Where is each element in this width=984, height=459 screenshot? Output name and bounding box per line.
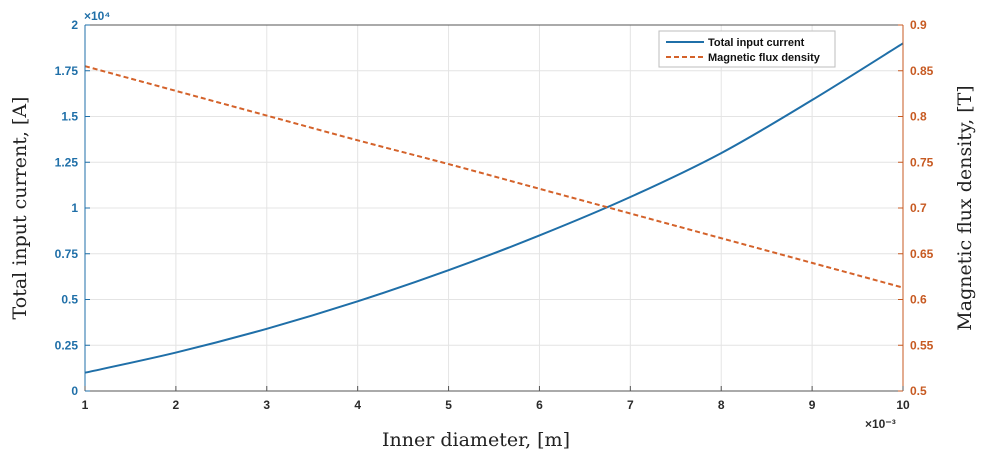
y-left-tick-label: 1.75 [55, 64, 79, 78]
x-tick-label: 3 [263, 398, 270, 412]
y-left-tick-label: 1 [71, 201, 78, 215]
series-line-magnetic-flux-density [84, 65, 904, 289]
y-right-tick-label: 0.65 [910, 247, 934, 261]
x-tick-label: 6 [536, 398, 543, 412]
tick-labels: 1 2 3 4 5 6 7 8 9 10 0 0.25 0.5 0.75 1 1.25 1.5 1.75 2 0.5 0… [55, 18, 934, 412]
y-left-exponent-label: ×10⁴ [84, 9, 110, 23]
y-right-tick-label: 0.75 [910, 155, 934, 169]
y-right-tick-label: 0.85 [910, 64, 934, 78]
y-left-tick-label: 1.25 [55, 155, 79, 169]
x-tick-label: 2 [173, 398, 180, 412]
y-right-tick-label: 0.55 [910, 338, 934, 352]
x-tick-label: 8 [718, 398, 725, 412]
y-left-tick-label: 0.5 [61, 293, 78, 307]
legend-label-total-input-current: Total input current [708, 37, 805, 49]
x-exponent-label: ×10⁻³ [865, 417, 896, 431]
x-tick-label: 1 [82, 398, 89, 412]
x-tick-label: 9 [809, 398, 816, 412]
legend: Total input current Magnetic flux densit… [658, 30, 836, 68]
y-left-tick-label: 2 [71, 18, 78, 32]
series-line-total-input-current [84, 42, 904, 374]
x-tick-label: 10 [896, 398, 910, 412]
y-right-tick-label: 0.9 [910, 18, 927, 32]
x-axis-title: Inner diameter, [m] [382, 429, 570, 451]
y-left-tick-label: 0.25 [55, 338, 79, 352]
y-left-tick-label: 0 [71, 384, 78, 398]
y-right-tick-label: 0.5 [910, 384, 927, 398]
series-layer [84, 42, 904, 374]
x-tick-label: 5 [445, 398, 452, 412]
y-right-tick-label: 0.7 [910, 201, 927, 215]
y-left-tick-label: 1.5 [61, 110, 78, 124]
y-left-tick-label: 0.75 [55, 247, 79, 261]
y-right-tick-label: 0.8 [910, 110, 927, 124]
x-tick-label: 4 [354, 398, 361, 412]
x-tick-label: 7 [627, 398, 634, 412]
legend-label-magnetic-flux-density: Magnetic flux density [708, 52, 821, 64]
y-right-tick-label: 0.6 [910, 293, 927, 307]
y-left-axis-title: Total input current, [A] [9, 97, 31, 320]
y-right-axis-title: Magnetic flux density, [T] [954, 85, 976, 330]
legend-box [658, 30, 836, 68]
